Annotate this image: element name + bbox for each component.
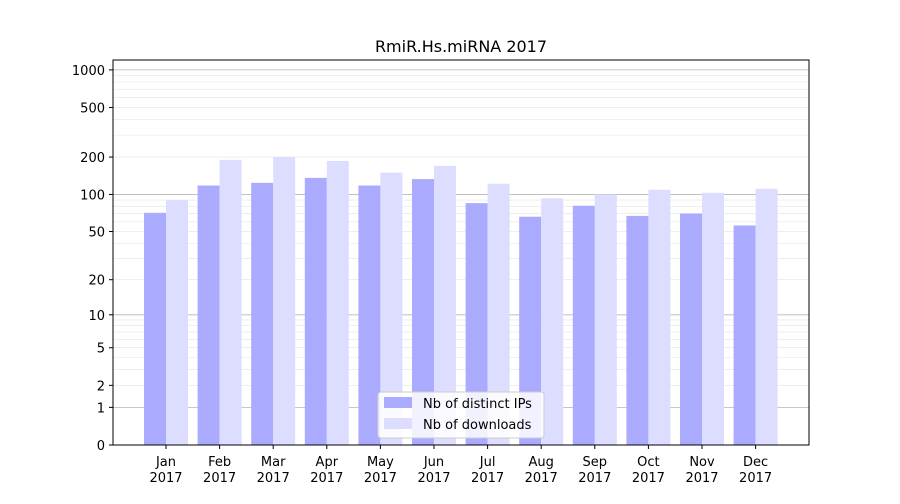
bar-distinct-ips	[519, 216, 542, 445]
x-tick-label: May	[367, 455, 394, 470]
x-tick-label-year: 2017	[149, 471, 182, 486]
x-tick-label: Mar	[261, 455, 286, 470]
bar-distinct-ips	[465, 203, 488, 445]
y-tick-label: 1000	[72, 64, 105, 79]
y-tick-label: 100	[80, 188, 105, 203]
y-tick-label: 200	[80, 151, 105, 166]
x-tick-label: Apr	[316, 455, 339, 470]
x-tick-label: Jul	[479, 455, 496, 470]
bar-downloads	[702, 192, 724, 445]
plot-frame	[112, 59, 810, 446]
bar-distinct-ips	[572, 205, 595, 445]
bar-downloads	[380, 172, 403, 445]
x-tick-label-year: 2017	[525, 471, 558, 486]
y-tick-label: 1	[97, 401, 105, 416]
y-tick-label: 0	[97, 439, 105, 454]
bar-distinct-ips	[412, 179, 434, 445]
bar-downloads	[219, 159, 242, 445]
x-tick-label-year: 2017	[310, 471, 343, 486]
legend-box	[377, 391, 545, 439]
bar-downloads	[273, 156, 296, 445]
bar-downloads	[594, 194, 617, 445]
bar-downloads	[434, 165, 456, 446]
bar-downloads	[755, 188, 778, 445]
x-tick-label-year: 2017	[257, 471, 290, 486]
x-tick-label: Nov	[689, 455, 715, 470]
x-tick-label-year: 2017	[417, 471, 450, 486]
x-tick-label-year: 2017	[632, 471, 665, 486]
x-tick-label-year: 2017	[203, 471, 236, 486]
x-tick-label-year: 2017	[685, 471, 718, 486]
bar-downloads	[541, 198, 564, 445]
x-tick-label: Sep	[583, 455, 608, 470]
bar-distinct-ips	[680, 213, 702, 445]
x-tick-label: Jan	[155, 455, 176, 470]
bar-downloads	[487, 183, 510, 446]
bar-distinct-ips	[304, 177, 327, 445]
bars	[144, 156, 778, 446]
legend-label: Nb of distinct IPs	[423, 397, 532, 412]
chart-title: RmiR.Hs.miRNA 2017	[375, 37, 547, 56]
legend-swatch	[384, 418, 412, 429]
bar-distinct-ips	[251, 182, 274, 445]
x-tick-label: Jun	[423, 455, 444, 470]
y-tick-label: 20	[88, 274, 105, 289]
bar-distinct-ips	[733, 225, 756, 445]
x-axis: Jan2017Feb2017Mar2017Apr2017May2017Jun20…	[149, 445, 772, 486]
x-tick-label-year: 2017	[578, 471, 611, 486]
x-tick-label: Aug	[529, 455, 554, 470]
y-tick-label: 5	[97, 342, 105, 357]
y-tick-label: 50	[88, 226, 105, 241]
bar-distinct-ips	[358, 185, 381, 445]
legend: Nb of distinct IPs Nb of downloads	[377, 391, 545, 439]
bar-distinct-ips	[626, 215, 649, 445]
y-axis: 0 1 2 5 10 20 50 100 200 500 1000	[72, 64, 113, 454]
x-tick-label: Dec	[743, 455, 768, 470]
y-tick-label: 2	[97, 379, 105, 394]
bar-downloads	[326, 160, 349, 445]
legend-swatch	[384, 397, 412, 408]
x-tick-label-year: 2017	[739, 471, 772, 486]
x-tick-label: Feb	[208, 455, 231, 470]
bar-downloads	[648, 189, 671, 445]
bar-distinct-ips	[144, 212, 166, 445]
bar-downloads	[166, 200, 188, 445]
x-tick-label: Oct	[637, 455, 659, 470]
bar-distinct-ips	[197, 185, 220, 445]
x-tick-label-year: 2017	[364, 471, 397, 486]
x-tick-label-year: 2017	[471, 471, 504, 486]
legend-label: Nb of downloads	[423, 418, 532, 433]
y-tick-label: 500	[80, 101, 105, 116]
y-tick-label: 10	[88, 309, 105, 324]
